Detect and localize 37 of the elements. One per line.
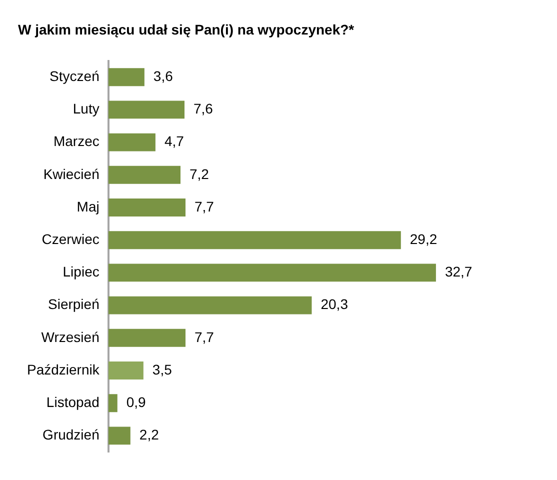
y-tick-label: Lipiec (62, 264, 100, 280)
y-tick-label: Styczeń (50, 68, 100, 84)
y-tick-label: Wrzesień (41, 328, 100, 345)
data-label: 7,2 (189, 166, 210, 182)
bar (108, 133, 156, 152)
bar (108, 264, 436, 282)
bar (108, 296, 312, 314)
bar (108, 394, 118, 412)
y-tick-label: Marzec (53, 133, 100, 150)
y-tick-label: Luty (72, 100, 100, 117)
chart-title: W jakim miesiącu udał się Pan(i) na wypoczynek?* (18, 21, 355, 38)
y-tick-label: Listopad (46, 394, 100, 410)
data-label: 20,3 (320, 296, 348, 312)
data-label: 2,2 (139, 426, 160, 443)
data-label: 7,7 (194, 328, 214, 345)
bar (108, 68, 144, 86)
data-label: 3,5 (152, 361, 172, 378)
bar (108, 328, 186, 347)
y-tick-label: Maj (76, 198, 100, 214)
y-tick-label: Październik (26, 361, 100, 378)
bar (108, 166, 180, 184)
data-label: 32,7 (444, 264, 472, 280)
bar (108, 198, 186, 216)
bar (108, 426, 130, 445)
y-tick-label: Grudzień (42, 426, 100, 443)
data-label: 3,6 (153, 68, 174, 84)
y-tick-label: Sierpień (48, 296, 100, 312)
bar (108, 231, 401, 250)
y-tick-label: Kwiecień (43, 166, 100, 182)
bar (108, 100, 185, 119)
data-label: 7,6 (194, 100, 214, 117)
data-label: 7,7 (194, 198, 214, 214)
data-label: 4,7 (164, 133, 184, 150)
data-label: 0,9 (126, 394, 146, 410)
bar (108, 362, 144, 380)
data-label: 29,2 (410, 230, 438, 247)
y-tick-label: Czerwiec (42, 230, 100, 247)
